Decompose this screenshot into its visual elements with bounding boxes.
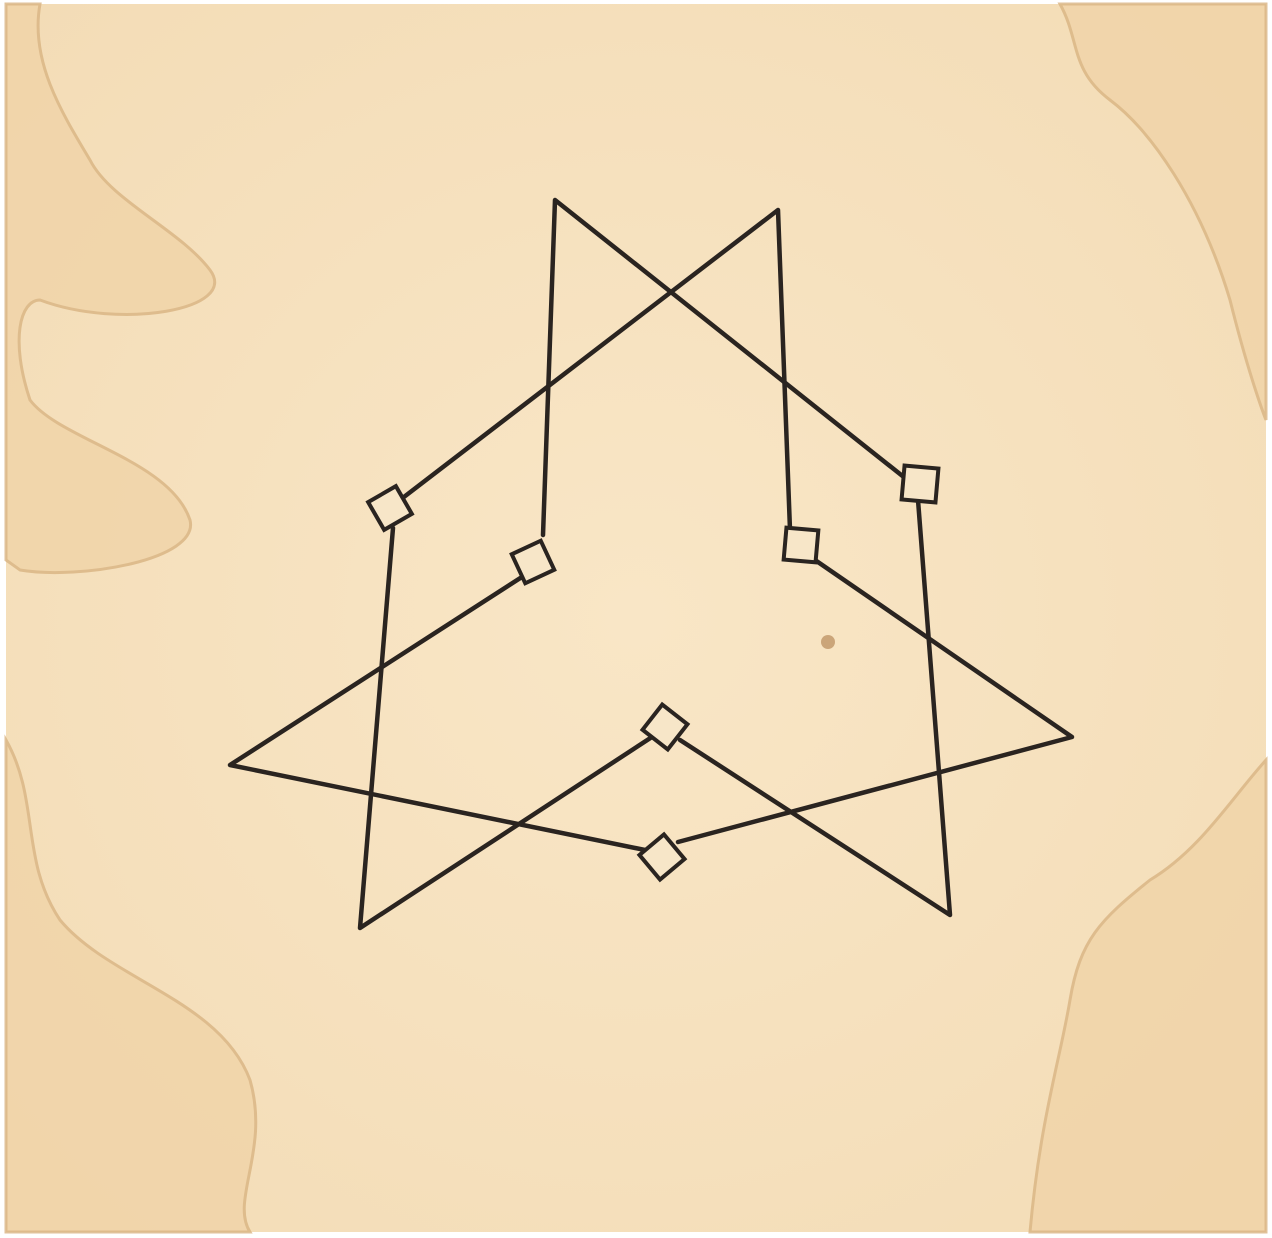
square (781, 525, 821, 565)
square (639, 701, 691, 753)
paper (6, 4, 1266, 1232)
stain (4, 734, 258, 1234)
square (899, 463, 941, 505)
square (365, 483, 415, 533)
square (636, 831, 688, 883)
figure (227, 197, 1075, 931)
stroke (227, 572, 648, 853)
stain (1028, 756, 1268, 1234)
stroke (397, 207, 793, 533)
stain (4, 2, 217, 574)
stroke (675, 557, 1075, 845)
spot (821, 635, 835, 649)
stroke (357, 525, 658, 931)
square (509, 538, 557, 586)
stroke (540, 197, 908, 538)
stain (1057, 2, 1268, 421)
